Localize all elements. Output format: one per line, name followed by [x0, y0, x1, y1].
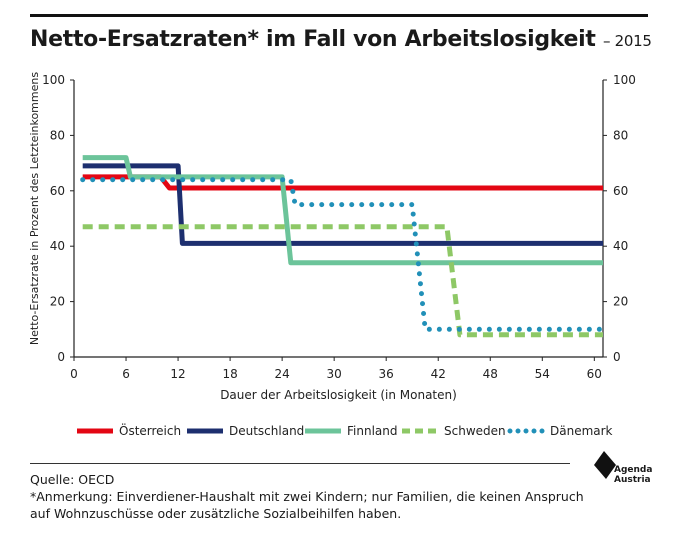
y-tick-label-right: 40	[613, 239, 628, 253]
legend-label: Finnland	[347, 424, 397, 438]
x-tick-label: 24	[274, 367, 289, 381]
legend-label: Schweden	[444, 424, 506, 438]
agenda-austria-logo-icon	[594, 451, 616, 479]
x-tick-label: 60	[587, 367, 602, 381]
chart-title: Netto-Ersatzraten* im Fall von Arbeitslo…	[30, 27, 652, 52]
y-tick-label-left: 0	[57, 350, 65, 364]
y-tick-label-left: 20	[50, 295, 65, 309]
source-note: Quelle: OECD	[30, 472, 115, 487]
y-tick-label-right: 80	[613, 128, 628, 142]
x-axis-label: Dauer der Arbeitslosigkeit (in Monaten)	[220, 388, 457, 402]
footnote: *Anmerkung: Einverdiener-Haushalt mit zw…	[30, 489, 584, 521]
series-line-dänemark	[80, 177, 606, 332]
series-line-finnland	[82, 155, 603, 266]
y-tick-label-left: 100	[42, 73, 65, 87]
y-tick-label-right: 0	[613, 350, 621, 364]
series-line-schweden	[82, 224, 603, 338]
y-tick-label-left: 40	[50, 239, 65, 253]
legend-label: Deutschland	[229, 424, 304, 438]
x-tick-label: 0	[70, 367, 78, 381]
series-line-österreich	[82, 174, 603, 191]
y-tick-label-right: 20	[613, 295, 628, 309]
legend-label: Österreich	[119, 422, 181, 438]
x-tick-label: 30	[327, 367, 342, 381]
x-tick-label: 54	[535, 367, 550, 381]
y-tick-label-right: 100	[613, 73, 636, 87]
y-tick-label-right: 60	[613, 184, 628, 198]
y-tick-label-left: 60	[50, 184, 65, 198]
x-tick-label: 48	[483, 367, 498, 381]
chart-title-year: – 2015	[602, 32, 652, 50]
x-tick-label: 18	[222, 367, 237, 381]
x-tick-label: 6	[122, 367, 130, 381]
logo-text: Agenda Austria	[614, 465, 652, 485]
y-axis-label: Netto-Ersatzrate in Prozent des Letztein…	[28, 72, 41, 345]
legend-label: Dänemark	[550, 424, 613, 438]
y-tick-label-left: 80	[50, 128, 65, 142]
logo-text-line1: Agenda	[614, 465, 653, 475]
logo-text-line2: Austria	[614, 475, 651, 485]
x-tick-label: 42	[431, 367, 446, 381]
top-rule	[30, 14, 648, 17]
x-tick-label: 12	[170, 367, 185, 381]
x-tick-label: 36	[379, 367, 394, 381]
chart-title-text: Netto-Ersatzraten* im Fall von Arbeitslo…	[30, 27, 596, 52]
footer-rule	[30, 463, 570, 464]
